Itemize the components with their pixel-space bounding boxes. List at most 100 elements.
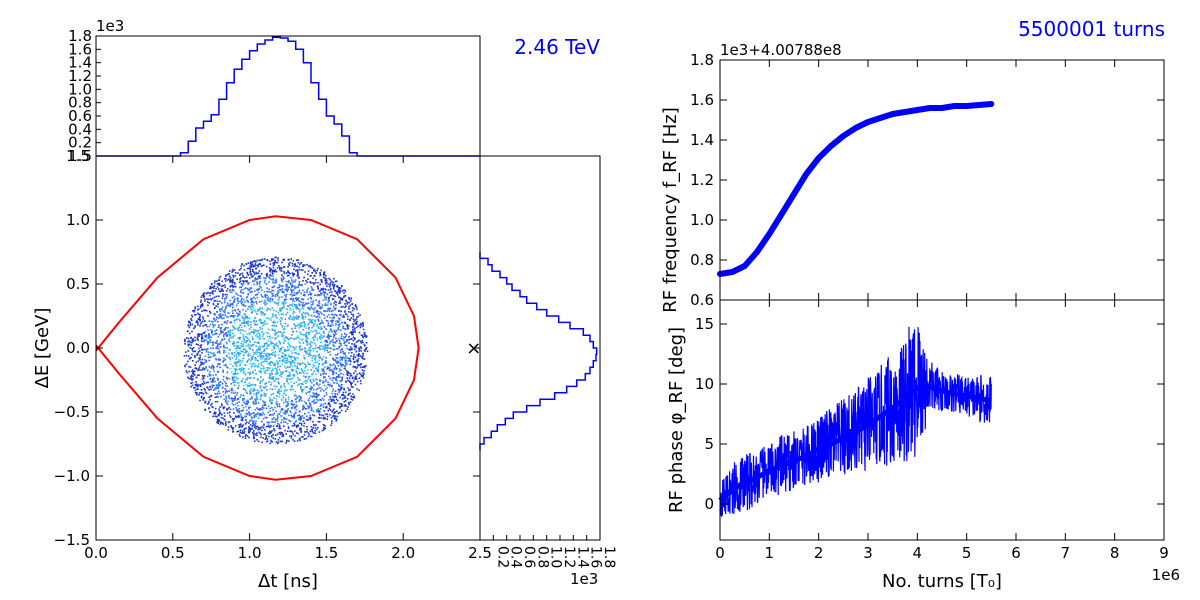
particle — [299, 379, 301, 381]
particle — [209, 294, 211, 297]
particle — [271, 435, 273, 437]
particle — [346, 408, 349, 411]
particle — [243, 318, 245, 321]
particle — [203, 368, 206, 371]
particle — [341, 398, 344, 400]
particle — [295, 432, 298, 434]
particle — [320, 269, 322, 272]
particle — [325, 393, 328, 396]
particle — [309, 352, 311, 354]
particle — [266, 438, 269, 440]
y-tick-label: 0.8 — [690, 251, 714, 269]
particle — [304, 357, 307, 360]
particle — [256, 379, 259, 381]
particle — [242, 276, 245, 279]
particle — [320, 313, 323, 315]
particle — [211, 352, 213, 355]
particle — [310, 435, 312, 438]
particle — [265, 425, 268, 428]
particle — [286, 285, 288, 288]
particle — [232, 316, 235, 319]
particle — [269, 353, 271, 356]
particle — [208, 356, 210, 359]
particle — [312, 423, 315, 426]
particle — [302, 294, 305, 296]
particle — [285, 293, 288, 296]
particle — [259, 385, 262, 387]
particle — [345, 313, 347, 315]
particle — [294, 285, 296, 288]
particle — [214, 324, 216, 326]
particle — [344, 310, 346, 312]
particle — [309, 404, 311, 407]
particle — [258, 342, 260, 344]
particle — [240, 322, 243, 325]
particle — [209, 310, 211, 313]
particle — [348, 348, 350, 351]
particle — [190, 319, 193, 322]
particle — [231, 296, 234, 299]
particle — [346, 347, 348, 350]
particle — [310, 388, 312, 391]
particle — [279, 320, 282, 322]
particle — [349, 373, 352, 375]
particle — [252, 328, 255, 331]
particle — [241, 297, 243, 300]
particle — [231, 357, 234, 359]
particle — [345, 341, 347, 343]
particle — [281, 308, 283, 310]
particle — [221, 413, 223, 416]
particle — [313, 414, 316, 417]
particle — [315, 278, 317, 281]
particle — [320, 288, 323, 290]
particle — [305, 336, 308, 339]
particle — [300, 363, 302, 365]
x-tick-label: 2.0 — [391, 544, 415, 562]
particle — [292, 374, 295, 377]
particle — [274, 334, 277, 336]
particle — [227, 304, 229, 307]
y-tick-label: −1.0 — [54, 467, 90, 485]
particle — [231, 352, 233, 354]
particle — [261, 414, 263, 416]
particle — [288, 419, 290, 422]
particle — [292, 294, 295, 296]
particle — [326, 346, 328, 349]
particle — [232, 427, 235, 429]
particle — [232, 420, 234, 423]
particle — [347, 325, 350, 327]
x-tick-label: 0 — [715, 544, 725, 562]
particle — [310, 385, 312, 388]
particle — [280, 440, 282, 443]
particle — [232, 274, 234, 277]
particle — [258, 259, 261, 262]
particle — [332, 324, 334, 326]
particle — [339, 396, 341, 399]
particle — [346, 373, 348, 375]
particle — [352, 339, 354, 342]
particle — [251, 297, 254, 300]
particle — [193, 310, 196, 313]
particle — [257, 275, 260, 278]
particle — [216, 280, 218, 282]
particle — [215, 373, 217, 376]
particle — [249, 341, 251, 343]
particle — [302, 342, 305, 344]
particle — [250, 262, 252, 264]
y-tick-label: −0.5 — [54, 403, 90, 421]
particle — [250, 326, 252, 329]
particle — [298, 410, 301, 413]
particle — [335, 314, 337, 316]
particle — [212, 415, 214, 418]
particle — [256, 335, 259, 338]
particle — [262, 437, 264, 439]
particle — [245, 341, 247, 344]
particle — [217, 345, 219, 347]
particle — [267, 317, 269, 319]
particle — [242, 281, 245, 283]
particle — [226, 279, 229, 281]
particle — [279, 427, 282, 430]
particle — [259, 259, 262, 261]
particle — [206, 343, 209, 346]
particle — [307, 287, 309, 290]
